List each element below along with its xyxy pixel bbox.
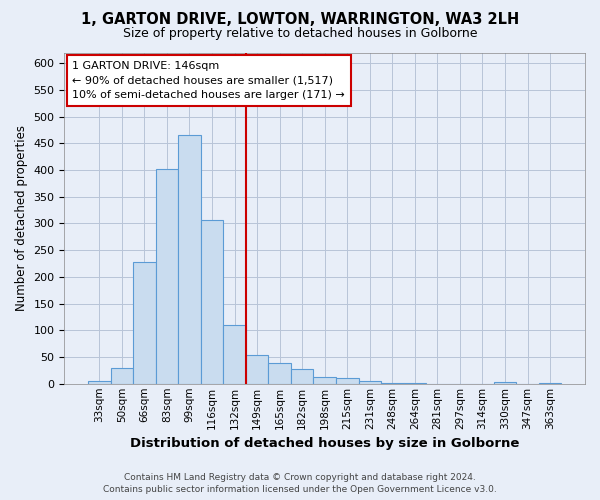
Text: 1 GARTON DRIVE: 146sqm
← 90% of detached houses are smaller (1,517)
10% of semi-: 1 GARTON DRIVE: 146sqm ← 90% of detached… <box>72 61 345 100</box>
Bar <box>246 356 268 384</box>
Bar <box>313 377 336 384</box>
Bar <box>223 325 246 384</box>
Bar <box>359 381 381 384</box>
Bar <box>155 169 178 384</box>
Bar <box>539 382 562 384</box>
Bar <box>494 382 516 384</box>
Text: Contains HM Land Registry data © Crown copyright and database right 2024.
Contai: Contains HM Land Registry data © Crown c… <box>103 472 497 494</box>
Bar <box>268 364 291 384</box>
Bar <box>291 369 313 384</box>
Bar <box>110 368 133 384</box>
Bar <box>201 220 223 384</box>
Bar <box>88 381 110 384</box>
Bar <box>336 378 359 384</box>
Bar <box>178 136 201 384</box>
X-axis label: Distribution of detached houses by size in Golborne: Distribution of detached houses by size … <box>130 437 520 450</box>
Text: Size of property relative to detached houses in Golborne: Size of property relative to detached ho… <box>123 28 477 40</box>
Bar <box>381 383 404 384</box>
Bar <box>404 383 426 384</box>
Text: 1, GARTON DRIVE, LOWTON, WARRINGTON, WA3 2LH: 1, GARTON DRIVE, LOWTON, WARRINGTON, WA3… <box>81 12 519 28</box>
Y-axis label: Number of detached properties: Number of detached properties <box>15 125 28 311</box>
Bar <box>133 262 155 384</box>
